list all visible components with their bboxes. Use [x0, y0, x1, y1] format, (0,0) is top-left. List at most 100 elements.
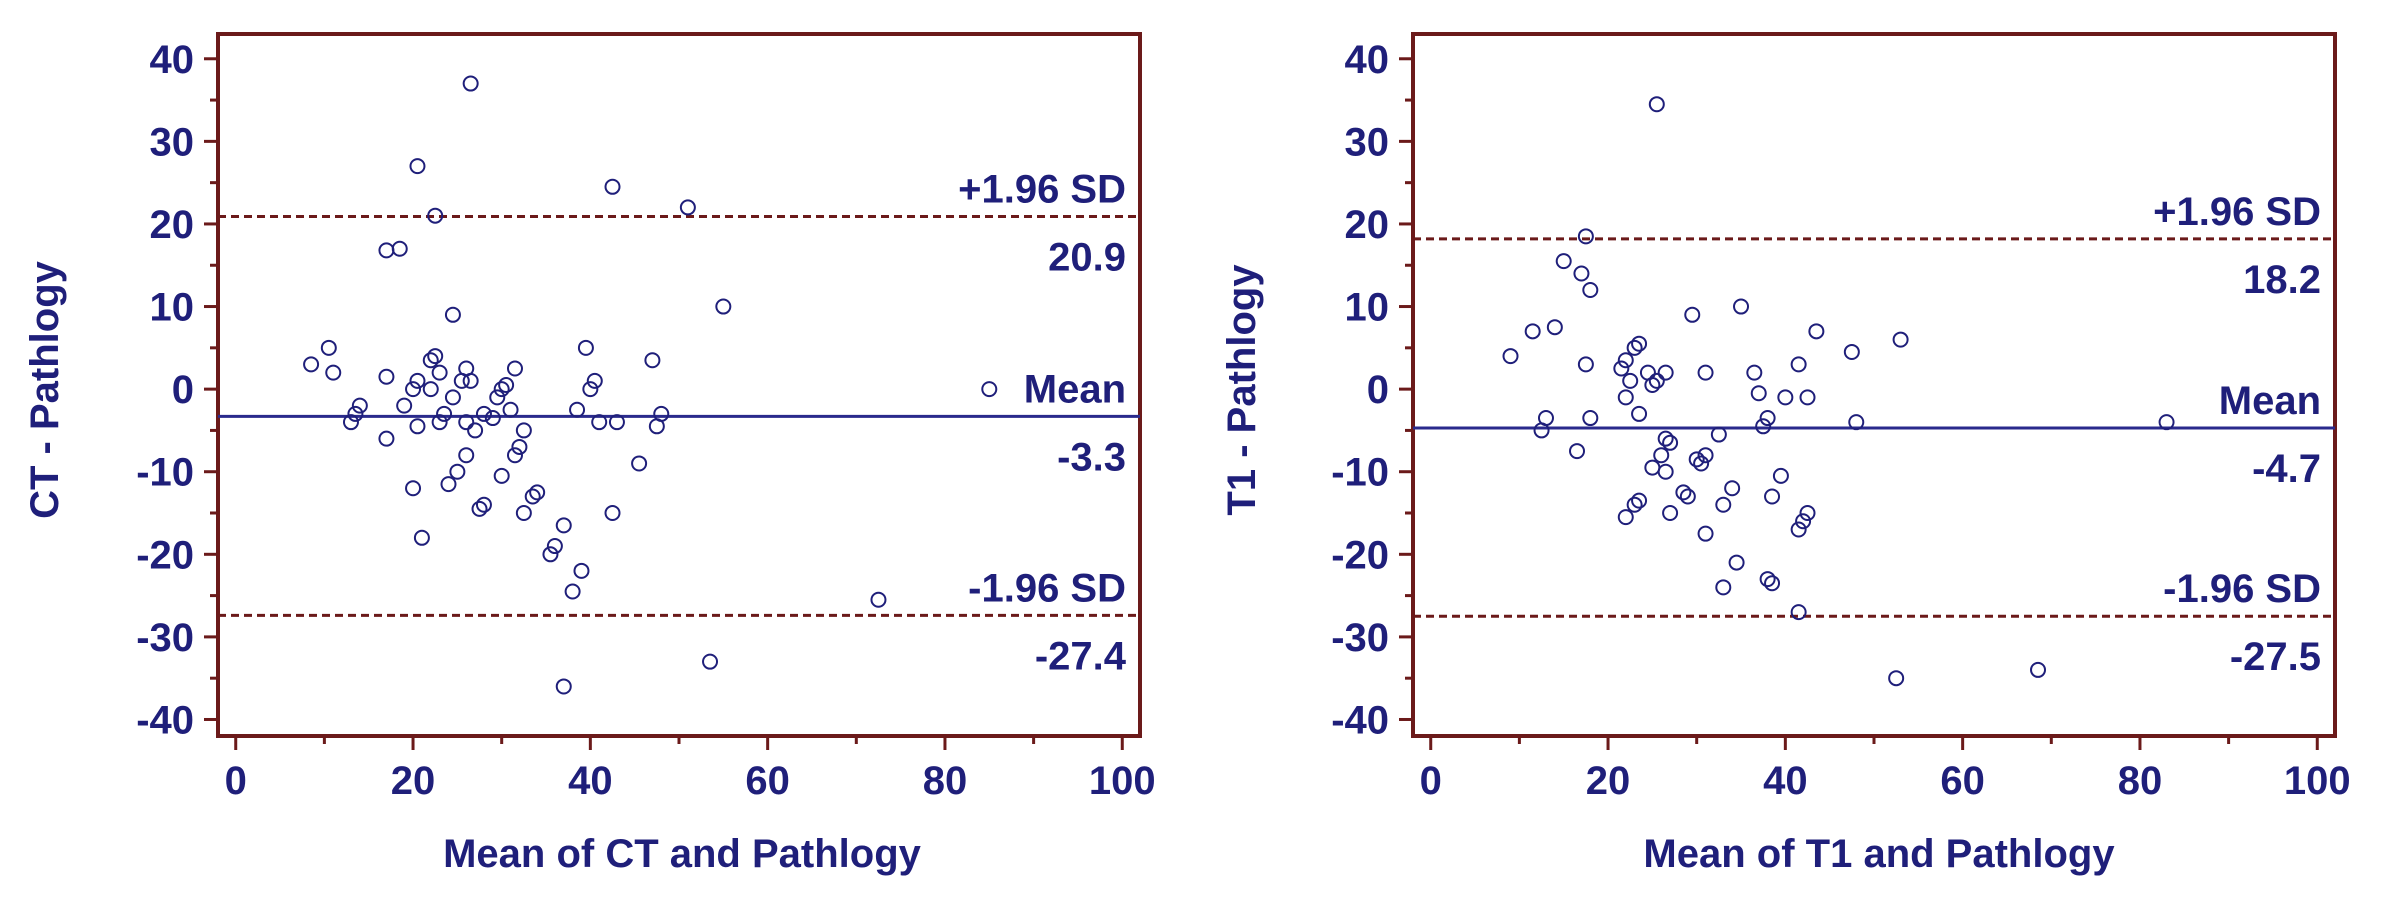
x-tick-label: 0 [225, 759, 247, 803]
data-point [506, 360, 523, 377]
data-point [1759, 410, 1776, 427]
data-point [1617, 389, 1634, 406]
data-point [644, 352, 661, 369]
x-tick-label: 40 [1763, 759, 1808, 803]
data-point [449, 463, 466, 480]
data-point [604, 178, 621, 195]
data-point [564, 583, 581, 600]
data-point [462, 372, 479, 389]
data-point [422, 381, 439, 398]
data-point [1746, 364, 1763, 381]
lower-limit-label: -1.96 SD [2163, 567, 2321, 611]
data-point [320, 339, 337, 356]
upper-limit-label: +1.96 SD [2153, 190, 2321, 234]
data-point [555, 678, 572, 695]
data-point [1617, 352, 1634, 369]
x-tick-label: 20 [1586, 759, 1631, 803]
data-point [1764, 488, 1781, 505]
y-tick-label: 20 [150, 203, 195, 247]
data-point [1759, 571, 1776, 588]
x-tick-label: 100 [1089, 759, 1156, 803]
data-point [422, 352, 439, 369]
data-point [702, 653, 719, 670]
y-tick-label: 0 [172, 368, 194, 412]
x-tick-label: 80 [2118, 759, 2163, 803]
data-point [458, 414, 475, 431]
data-point [1777, 389, 1794, 406]
data-point [1613, 360, 1630, 377]
y-tick-label: 0 [1367, 368, 1389, 412]
data-point [1644, 377, 1661, 393]
data-point [631, 455, 648, 472]
data-point [1728, 554, 1745, 571]
x-tick-label: 80 [923, 759, 968, 803]
data-point [529, 484, 546, 501]
data-point [467, 422, 484, 439]
data-point [1755, 418, 1772, 435]
x-tick-label: 20 [391, 759, 436, 803]
data-point [396, 397, 413, 414]
data-point [1697, 364, 1714, 381]
lower-limit-value: -27.4 [1035, 634, 1127, 678]
data-point [1573, 265, 1590, 282]
data-point [573, 562, 590, 579]
data-point [1657, 430, 1674, 447]
data-point [378, 368, 395, 385]
y-tick-label: -20 [1331, 533, 1389, 577]
x-tick-label: 60 [1940, 759, 1985, 803]
upper-limit-label: +1.96 SD [958, 168, 1126, 212]
data-point [1715, 496, 1732, 513]
data-point [1622, 372, 1639, 389]
data-point [493, 381, 510, 398]
data-point [1631, 492, 1648, 509]
data-point [409, 418, 426, 435]
data-point [1577, 228, 1594, 245]
data-point [608, 414, 625, 431]
data-point [1790, 604, 1807, 621]
data-point [542, 546, 559, 563]
data-point [981, 381, 998, 398]
data-point [413, 529, 430, 546]
y-tick-label: 10 [1345, 286, 1390, 330]
data-point [409, 158, 426, 175]
data-point [577, 339, 594, 356]
x-axis-label: Mean of T1 and Pathlogy [1643, 832, 2115, 876]
y-tick-label: -30 [136, 616, 194, 660]
data-point [1662, 434, 1679, 451]
data-point [1799, 389, 1816, 406]
upper-limit-value: 20.9 [1048, 236, 1126, 280]
data-point [431, 414, 448, 431]
data-point [1582, 282, 1599, 299]
data-point [1533, 422, 1550, 439]
data-point [1546, 319, 1563, 336]
data-point [715, 298, 732, 315]
data-point [378, 242, 395, 259]
data-point [515, 505, 532, 522]
data-point [1684, 306, 1701, 323]
data-point [436, 405, 453, 422]
data-point [1679, 488, 1696, 505]
data-point [1675, 484, 1692, 501]
y-tick-label: -40 [1331, 698, 1389, 742]
data-point [511, 438, 528, 455]
x-tick-label: 60 [745, 759, 790, 803]
data-point [524, 488, 541, 505]
data-point [515, 422, 532, 439]
data-point [484, 410, 501, 427]
data-point [1631, 335, 1648, 352]
data-point [489, 389, 506, 406]
data-point [1848, 414, 1865, 431]
data-point [498, 377, 515, 393]
data-point [1577, 356, 1594, 373]
data-point [405, 381, 422, 398]
data-point [427, 207, 444, 224]
data-point [1888, 670, 1905, 687]
data-point [1790, 356, 1807, 373]
plot-frame [216, 32, 1142, 738]
y-tick-label: 30 [150, 120, 195, 164]
data-point [1799, 505, 1816, 522]
data-point [427, 348, 444, 365]
data-point [555, 517, 572, 534]
data-point [2158, 414, 2175, 431]
